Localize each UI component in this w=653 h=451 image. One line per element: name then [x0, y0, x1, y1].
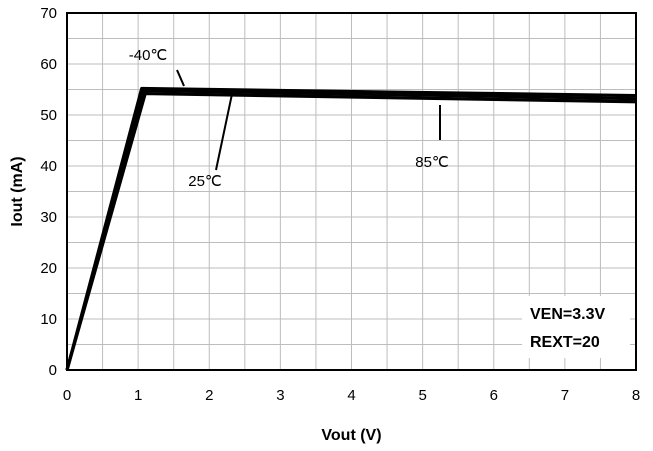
y-tick-label: 30 [40, 209, 57, 226]
x-tick-label: 7 [561, 387, 569, 404]
annotation-leader [215, 93, 233, 171]
annotation-leader [176, 69, 185, 87]
x-tick-labels: 0 1 2 3 4 5 6 7 8 [63, 387, 640, 404]
y-tick-label: 0 [49, 362, 57, 379]
y-tick-label: 60 [40, 56, 57, 73]
conditions-background [522, 296, 630, 358]
x-tick-label: 5 [418, 387, 426, 404]
condition-ven: VEN=3.3V [530, 306, 605, 323]
y-tick-label: 40 [40, 158, 57, 175]
x-tick-label: 2 [205, 387, 213, 404]
annotation-label: 85℃ [415, 154, 449, 171]
x-tick-label: 0 [63, 387, 71, 404]
condition-rext: REXT=20 [530, 334, 600, 351]
x-tick-label: 1 [134, 387, 142, 404]
annotations: -40℃ 25℃ 85℃ [129, 47, 449, 190]
x-tick-label: 6 [490, 387, 498, 404]
y-tick-label: 70 [40, 5, 57, 22]
series-group [65, 86, 637, 371]
annotation-label: -40℃ [129, 47, 168, 64]
y-tick-labels: 0 10 20 30 40 50 60 70 [40, 5, 57, 379]
y-tick-label: 50 [40, 107, 57, 124]
y-tick-label: 10 [40, 311, 57, 328]
conditions-box: VEN=3.3V REXT=20 [522, 296, 630, 358]
x-tick-label: 8 [632, 387, 640, 404]
x-tick-label: 4 [347, 387, 355, 404]
y-axis-title: Iout (mA) [9, 156, 26, 226]
x-axis-title: Vout (V) [321, 427, 381, 444]
x-tick-label: 3 [276, 387, 284, 404]
annotation-label: 25℃ [188, 173, 222, 190]
plot-frame [66, 12, 637, 371]
series-line [65, 91, 637, 371]
y-tick-label: 20 [40, 260, 57, 277]
